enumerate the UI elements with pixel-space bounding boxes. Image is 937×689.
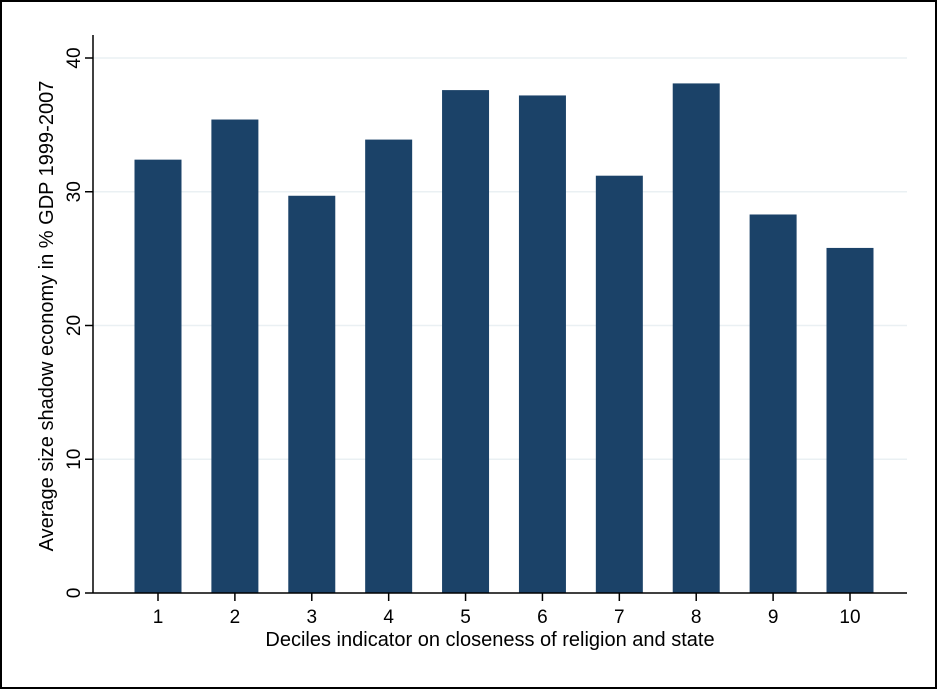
x-tick-label: 6	[537, 607, 548, 628]
x-tick-label: 7	[614, 607, 625, 628]
x-tick-label: 8	[691, 607, 702, 628]
bar-7	[595, 175, 643, 593]
x-tick-label: 9	[768, 607, 779, 628]
bar-9	[749, 214, 797, 594]
x-tick-label: 2	[230, 607, 241, 628]
x-tick-label: 4	[383, 607, 394, 628]
bar-10	[826, 247, 874, 594]
bar-3	[288, 195, 336, 593]
bar-4	[365, 139, 413, 593]
x-tick-label: 5	[460, 607, 471, 628]
x-tick-label: 1	[153, 607, 164, 628]
y-axis-title: Average size shadow economy in % GDP 199…	[36, 81, 58, 552]
y-tick-label: 10	[64, 449, 85, 470]
y-tick-label: 30	[64, 181, 85, 202]
bar-1	[134, 159, 182, 593]
bar-5	[442, 90, 490, 593]
x-axis-title: Deciles indicator on closeness of religi…	[265, 629, 714, 651]
axes	[92, 35, 907, 594]
x-tick-label: 10	[839, 607, 860, 628]
bars	[134, 83, 874, 594]
bar-8	[672, 83, 720, 593]
bar-2	[211, 119, 259, 594]
y-ticks: 0 10 20 30 40	[64, 47, 93, 598]
bar-6	[518, 95, 566, 593]
y-tick-label: 20	[64, 315, 85, 336]
x-tick-label: 3	[306, 607, 317, 628]
y-tick-label: 0	[64, 588, 85, 599]
y-tick-label: 40	[64, 47, 85, 68]
x-ticks: 1 2 3 4 5 6 7 8 9 10	[153, 593, 861, 628]
